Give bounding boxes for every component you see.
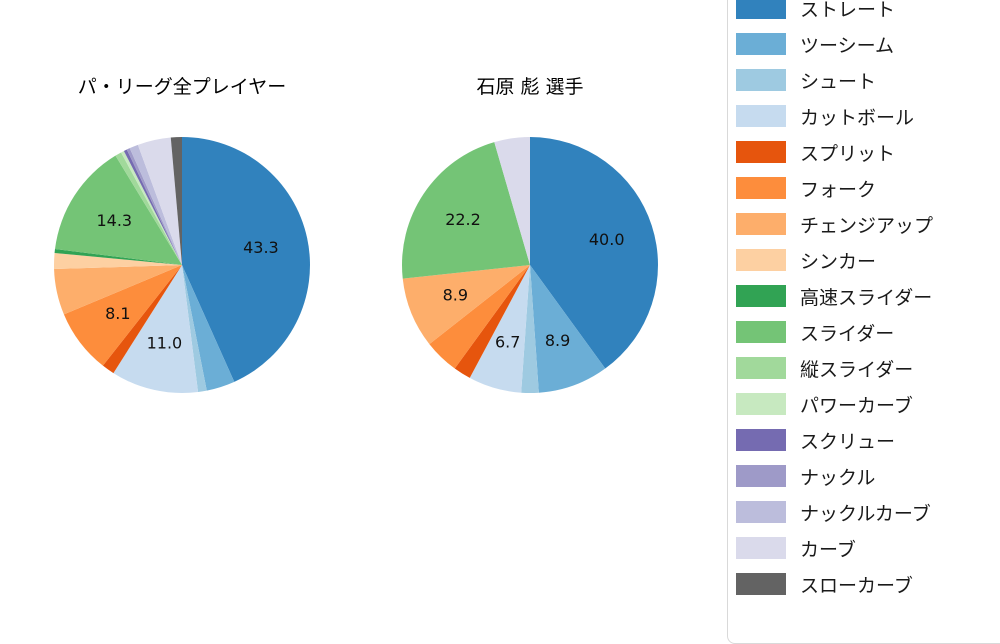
legend-label: 高速スライダー <box>800 286 933 309</box>
legend-label: ストレート <box>800 0 896 21</box>
pie-slice <box>54 265 183 315</box>
legend-swatch <box>736 249 786 271</box>
legend-label: ナックル <box>800 466 876 489</box>
legend-swatch <box>736 537 786 559</box>
legend-swatch <box>736 105 786 127</box>
legend-item: ナックル <box>736 465 1000 489</box>
legend-label: シュート <box>800 70 877 93</box>
pie-slice <box>454 265 530 378</box>
legend-item: パワーカーブ <box>736 393 1000 417</box>
pie-slice <box>115 152 182 265</box>
legend-label: ツーシーム <box>800 34 895 57</box>
legend-item: フォーク <box>736 177 1000 201</box>
legend-swatch <box>736 573 786 595</box>
legend-label: スプリット <box>800 142 896 165</box>
legend-swatch <box>736 213 786 235</box>
legend-label: カーブ <box>800 538 856 561</box>
legend-item: ナックルカーブ <box>736 501 1000 525</box>
legend-swatch <box>736 285 786 307</box>
legend-label: パワーカーブ <box>800 394 913 417</box>
pie-value-label: 14.3 <box>96 211 132 230</box>
pie-slice <box>121 150 182 265</box>
legend-item: スクリュー <box>736 429 1000 453</box>
legend-label: ナックルカーブ <box>800 502 931 525</box>
legend-item: シュート <box>736 69 1000 93</box>
pie-value-label: 6.7 <box>495 333 520 352</box>
legend-swatch <box>736 357 786 379</box>
pie-chart-right: 40.0 8.9 6.7 8.9 22.2 <box>401 137 658 393</box>
legend-swatch <box>736 429 786 451</box>
legend-item: ツーシーム <box>736 33 1000 57</box>
pie-charts-canvas: 43.3 11.0 8.1 14.3 40.0 8.9 6.7 8.9 22.2 <box>53 137 658 393</box>
pie-value-label: 8.9 <box>443 285 468 304</box>
pie-value-label: 8.9 <box>545 331 570 350</box>
legend-swatch <box>736 33 786 55</box>
legend-swatch <box>736 321 786 343</box>
pie-slice <box>182 265 207 392</box>
pie-value-label: 43.3 <box>243 238 279 257</box>
legend-swatch <box>736 0 786 19</box>
legend-swatch <box>736 69 786 91</box>
pie-slice <box>182 137 310 382</box>
pie-slice <box>401 142 530 279</box>
legend-swatch <box>736 393 786 415</box>
legend-item: カットボール <box>736 105 1000 129</box>
pie-slice <box>54 248 182 265</box>
legend-label: フォーク <box>800 178 877 201</box>
pie-value-label: 40.0 <box>589 230 625 249</box>
legend-label: 縦スライダー <box>800 358 914 381</box>
pie-value-label: 22.2 <box>445 210 481 229</box>
pie-slice <box>170 137 182 265</box>
legend-label: カットボール <box>800 106 915 129</box>
legend-swatch <box>736 141 786 163</box>
pie-slice <box>182 265 235 391</box>
pie-slice <box>469 265 530 393</box>
pie-value-label: 8.1 <box>105 304 130 323</box>
pie-slice <box>55 155 183 265</box>
pie-slice <box>53 252 183 270</box>
pie-slice <box>102 265 182 374</box>
legend-item: スプリット <box>736 141 1000 165</box>
pie-slice <box>530 265 606 393</box>
legend-item: カーブ <box>736 537 1000 561</box>
pie-chart-left: 43.3 11.0 8.1 14.3 <box>53 137 310 393</box>
legend-swatch <box>736 501 786 523</box>
legend-item: 高速スライダー <box>736 285 1000 309</box>
pie-slice <box>494 137 530 265</box>
pie-slice <box>530 137 658 369</box>
pie-slice <box>113 265 199 393</box>
pie-slice <box>137 137 182 265</box>
pie-slice <box>521 265 539 393</box>
legend: ストレートツーシームシュートカットボール スプリットフォークチェンジアップ シンカー… <box>727 0 1000 644</box>
chart-title-right: 石原 彪 選手 <box>476 76 584 98</box>
legend-label: スクリュー <box>800 430 896 453</box>
chart-title-left: パ・リーグ全プレイヤー <box>77 76 287 98</box>
pie-slice <box>129 144 182 265</box>
pie-value-label: 11.0 <box>147 334 183 353</box>
pie-slice <box>429 265 530 369</box>
legend-swatch <box>736 177 786 199</box>
legend-item: スライダー <box>736 321 1000 345</box>
pie-slice <box>402 265 530 345</box>
legend-swatch <box>736 465 786 487</box>
legend-label: シンカー <box>800 250 877 273</box>
legend-label: スライダー <box>800 322 895 345</box>
pie-slice <box>63 265 182 366</box>
legend-item: スローカーブ <box>736 573 1000 597</box>
pie-slice <box>126 148 182 265</box>
legend-item: 縦スライダー <box>736 357 1000 381</box>
pie-slice <box>123 149 182 265</box>
legend-label: チェンジアップ <box>800 214 934 237</box>
legend-item: ストレート <box>736 0 1000 21</box>
legend-label: スローカーブ <box>800 574 913 597</box>
legend-item: シンカー <box>736 249 1000 273</box>
legend-item: チェンジアップ <box>736 213 1000 237</box>
